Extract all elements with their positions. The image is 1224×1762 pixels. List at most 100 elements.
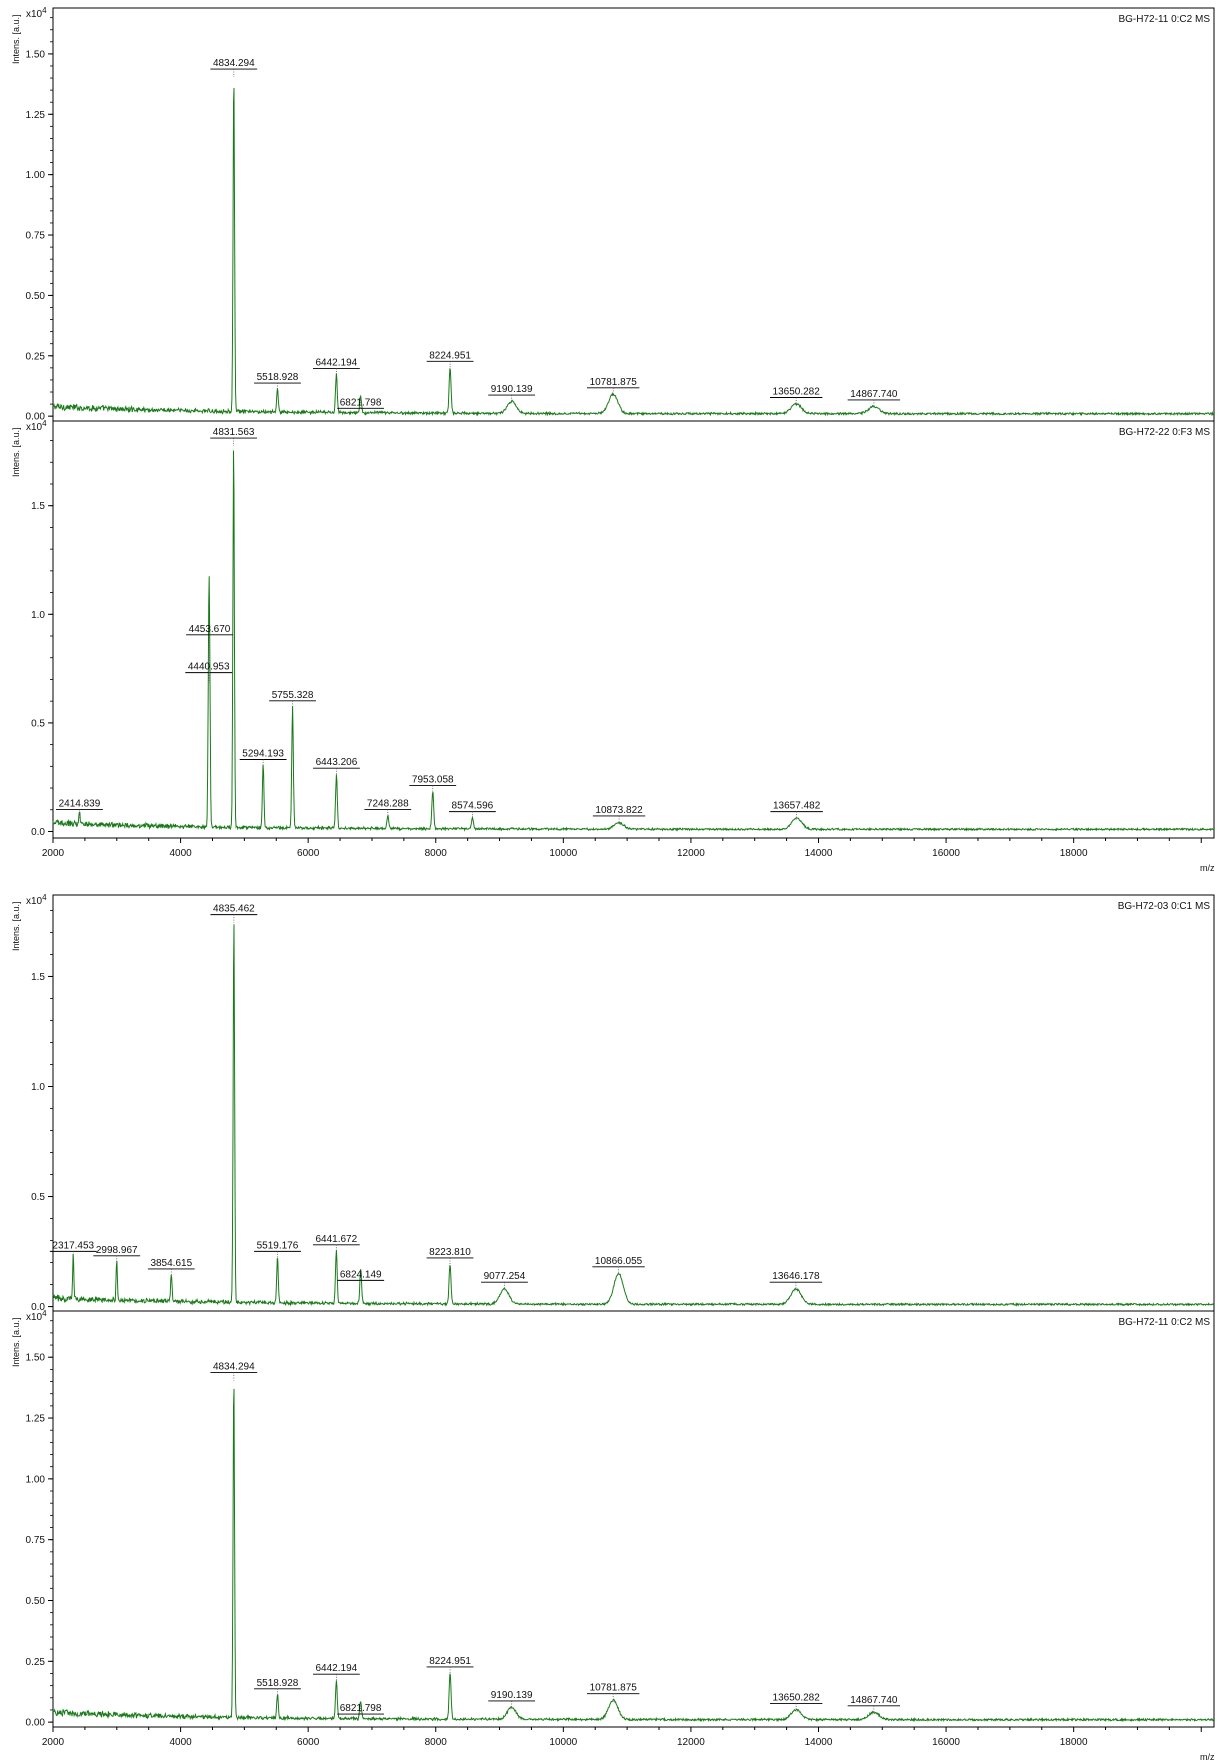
- x-tick-label: 6000: [297, 848, 320, 859]
- x-axis-title: m/z: [1200, 863, 1215, 873]
- y-tick-label: 1.00: [26, 170, 46, 181]
- y-tick-label: 1.0: [31, 610, 45, 621]
- y-tick-label: 0.00: [26, 1718, 46, 1729]
- y-axis-title: Intens. [a.u.]: [11, 901, 21, 951]
- spectrum-panel-4: 0.00 0.25 0.50 0.75 1.00 1.25 1.50 x104 Intens. …: [11, 1309, 1215, 1762]
- y-axis-title: Intens. [a.u.]: [11, 14, 21, 64]
- peak-label: 4834.294: [213, 58, 255, 69]
- y-tick-label: 0.5: [31, 1192, 45, 1203]
- x-tick-label: 14000: [805, 848, 833, 859]
- x-tick-label: 8000: [425, 1737, 448, 1748]
- plot-frame: [52, 420, 1215, 839]
- y-axis-title: Intens. [a.u.]: [11, 1317, 21, 1367]
- x-tick-label: 12000: [677, 848, 705, 859]
- peak-label: 4440.953: [188, 662, 230, 673]
- peak-label: 5519.176: [257, 1240, 299, 1251]
- plot-frame: [52, 894, 1215, 1312]
- spectrum-panel-2: 0.0 0.5 1.0 1.5 x104 Intens. [a.u.] BG-H72-22 …: [11, 419, 1215, 873]
- peak-label: 2998.967: [96, 1245, 138, 1256]
- panel-title: BG-H72-11 0:C2 MS: [1118, 14, 1210, 25]
- x-axis-title: m/z: [1200, 1752, 1215, 1762]
- spectrum-panel-3: 0.0 0.5 1.0 1.5 x104 Intens. [a.u.] BG-H72-03 …: [11, 893, 1215, 1313]
- y-scale-label: x104: [26, 893, 47, 907]
- x-tick-label: 4000: [169, 848, 192, 859]
- peak-label: 5294.193: [242, 749, 284, 760]
- peak-label: 6442.194: [316, 358, 358, 369]
- peak-label: 4453.670: [189, 624, 231, 635]
- peak-label: 14867.740: [850, 1695, 898, 1706]
- y-tick-label: 0.75: [26, 1535, 46, 1546]
- peak-label: 9077.254: [484, 1271, 526, 1282]
- y-tick-label: 0.5: [31, 718, 45, 729]
- peak-label: 8224.951: [429, 350, 471, 361]
- peak-label: 10866.055: [595, 1256, 643, 1267]
- y-tick-label: 0.50: [26, 291, 46, 302]
- y-tick-label: 1.5: [31, 972, 45, 983]
- peak-label: 6443.206: [316, 757, 358, 768]
- peak-label: 7248.288: [367, 798, 409, 809]
- plot-frame: [52, 1310, 1215, 1728]
- peak-label: 7953.058: [412, 775, 454, 786]
- peak-label: 10781.875: [590, 1683, 638, 1694]
- x-tick-label: 16000: [932, 848, 960, 859]
- x-tick-label: 10000: [549, 1737, 577, 1748]
- x-tick-label: 18000: [1060, 1737, 1088, 1748]
- x-tick-label: 4000: [169, 1737, 192, 1748]
- peak-label: 13650.282: [773, 387, 821, 398]
- x-tick-label: 6000: [297, 1737, 320, 1748]
- x-tick-label: 18000: [1060, 848, 1088, 859]
- y-tick-label: 0.0: [31, 827, 45, 838]
- peak-label: 5518.928: [257, 372, 299, 383]
- x-tick-label: 16000: [932, 1737, 960, 1748]
- y-tick-label: 1.0: [31, 1082, 45, 1093]
- peak-label: 10781.875: [590, 377, 638, 388]
- peak-label: 13650.282: [773, 1692, 821, 1703]
- y-tick-label: 0.75: [26, 231, 46, 242]
- y-tick-label: 1.50: [26, 1353, 46, 1364]
- spectrum-trace: [52, 924, 1215, 1307]
- y-tick-label: 0.25: [26, 1657, 46, 1668]
- peak-label: 5518.928: [257, 1678, 299, 1689]
- x-tick-label: 8000: [425, 848, 448, 859]
- spectrum-panel-1: 0.00 0.25 0.50 0.75 1.00 1.25 1.50 x104 Intens. …: [11, 6, 1215, 423]
- peak-label: 3854.615: [150, 1258, 192, 1269]
- peak-label: 2414.839: [59, 798, 101, 809]
- x-tick-label: 14000: [805, 1737, 833, 1748]
- y-tick-label: 1.50: [26, 49, 46, 60]
- peak-label: 6441.672: [315, 1234, 357, 1245]
- peak-label: 4831.563: [213, 427, 255, 438]
- peak-label: 13657.482: [773, 801, 821, 812]
- peak-label: 5755.328: [272, 690, 314, 701]
- y-scale-label: x104: [26, 419, 47, 433]
- peak-label: 14867.740: [850, 389, 898, 400]
- y-tick-label: 0.0: [31, 1302, 45, 1313]
- panel-title: BG-H72-22 0:F3 MS: [1119, 427, 1210, 438]
- y-tick-label: 1.25: [26, 1414, 46, 1425]
- peak-label: 9190.139: [491, 1690, 533, 1701]
- plot-frame: [52, 7, 1215, 422]
- panel-title: BG-H72-03 0:C1 MS: [1118, 901, 1211, 912]
- y-tick-label: 0.00: [26, 412, 46, 423]
- peak-label: 9190.139: [491, 384, 533, 395]
- spectrum-trace: [52, 450, 1215, 832]
- spectrum-trace: [52, 1388, 1215, 1723]
- peak-label: 4835.462: [213, 904, 255, 915]
- y-tick-label: 1.25: [26, 110, 46, 121]
- peak-label: 13646.178: [772, 1271, 820, 1282]
- peak-label: 6442.194: [316, 1663, 358, 1674]
- peak-label: 2317.453: [52, 1240, 94, 1251]
- y-tick-label: 0.50: [26, 1596, 46, 1607]
- x-tick-label: 12000: [677, 1737, 705, 1748]
- peak-label: 10873.822: [595, 805, 643, 816]
- x-tick-label: 10000: [549, 848, 577, 859]
- y-scale-label: x104: [26, 6, 47, 20]
- peak-label: 8224.951: [429, 1656, 471, 1667]
- y-tick-label: 1.00: [26, 1474, 46, 1485]
- y-tick-label: 1.5: [31, 501, 45, 512]
- y-tick-label: 0.25: [26, 351, 46, 362]
- peak-label: 8223.810: [429, 1247, 471, 1258]
- peak-label: 4834.294: [213, 1362, 255, 1373]
- x-tick-label: 2000: [42, 1737, 65, 1748]
- y-axis-title: Intens. [a.u.]: [11, 427, 21, 477]
